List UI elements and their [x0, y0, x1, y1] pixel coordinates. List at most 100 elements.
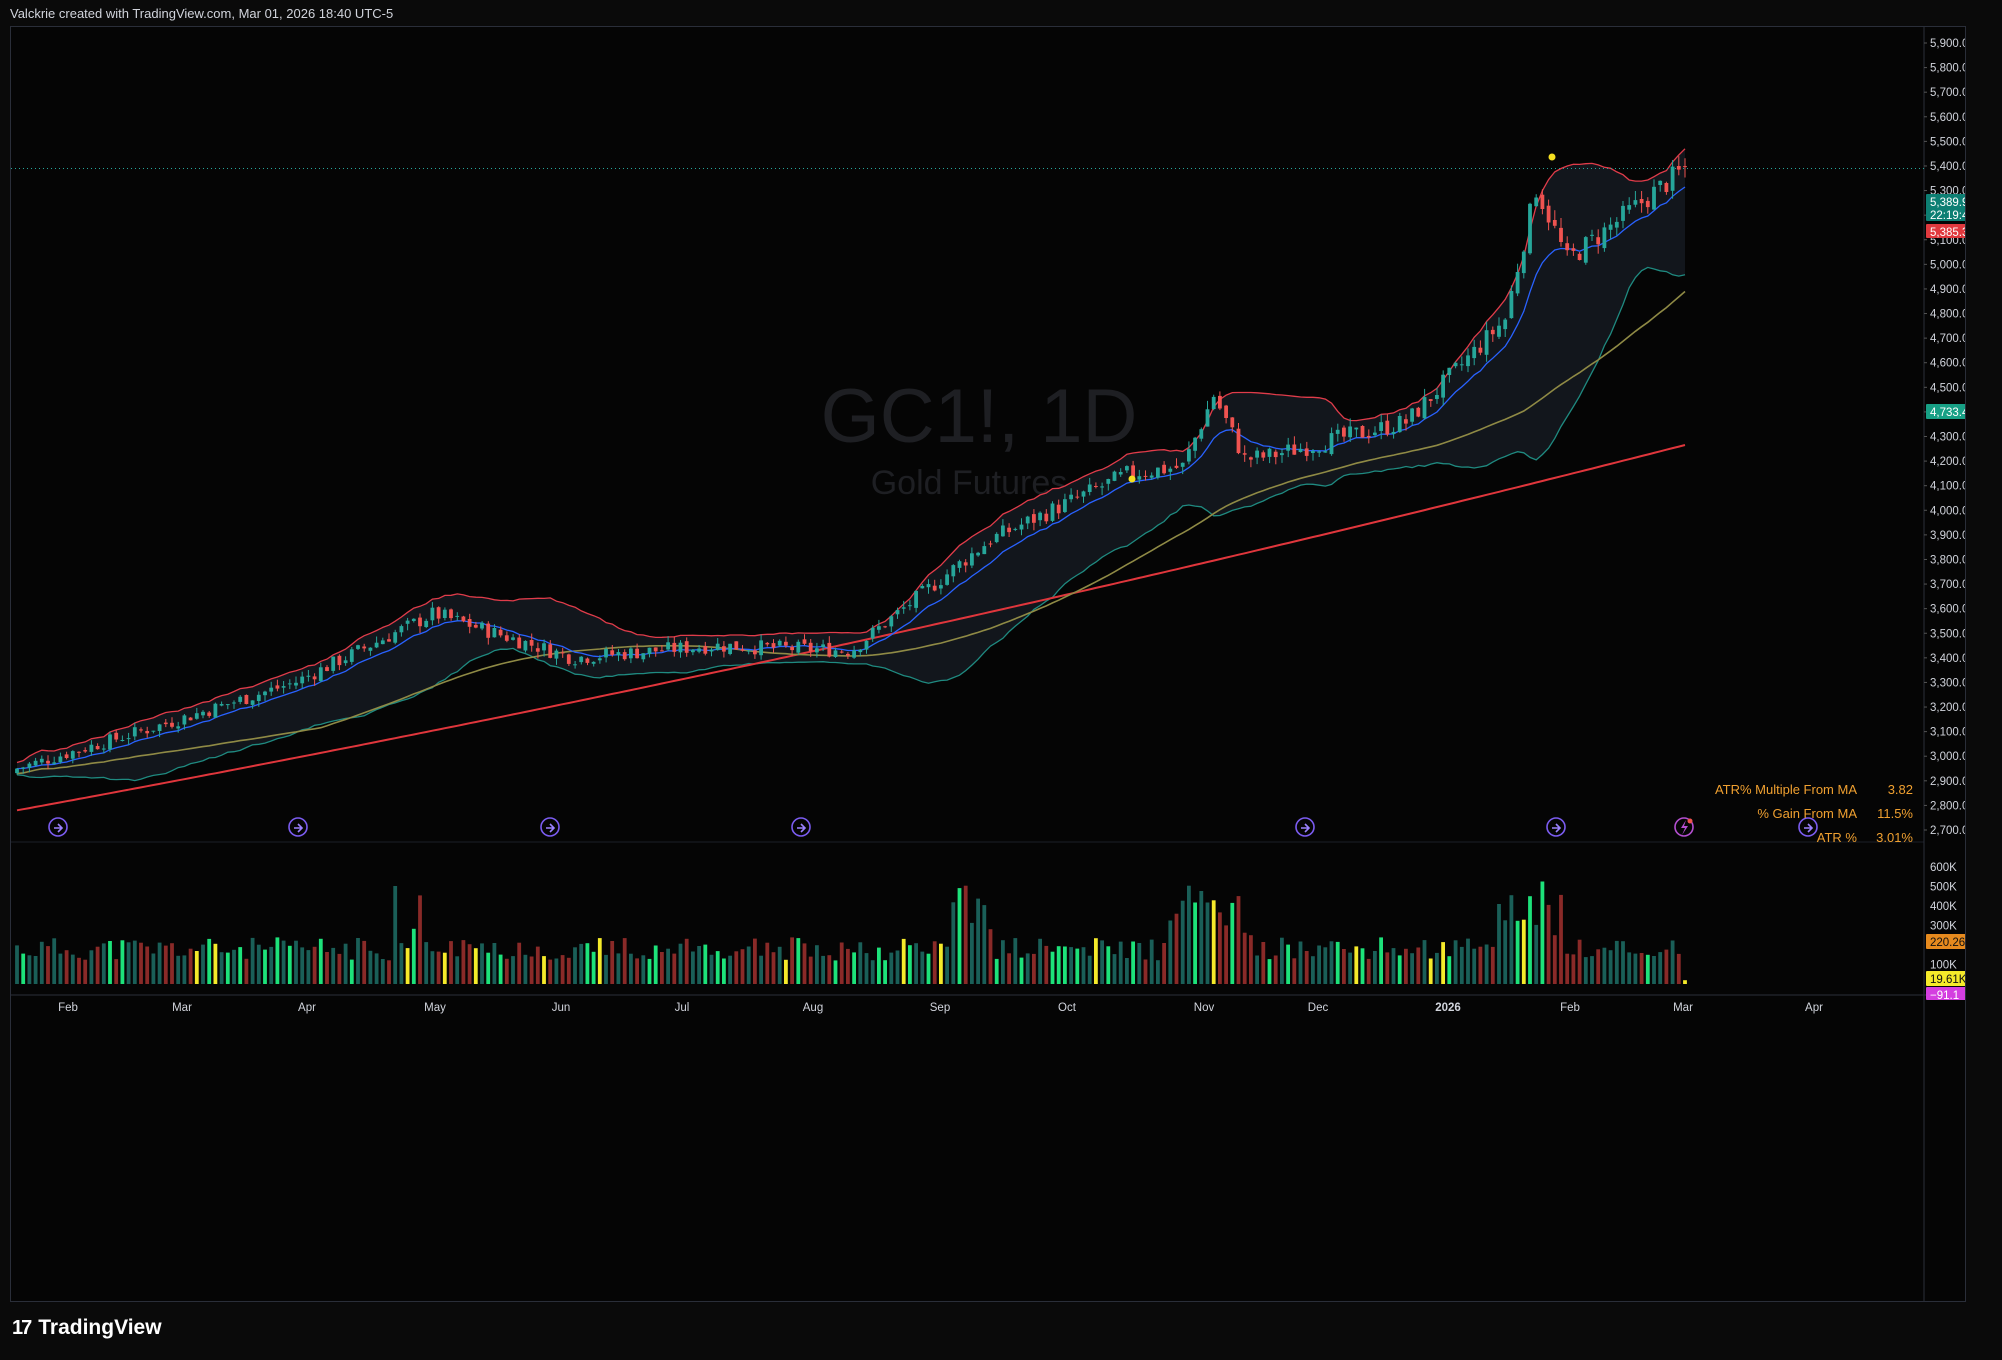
volume-bar [1453, 940, 1458, 984]
volume-bar [1540, 881, 1545, 984]
volume-bar [1614, 940, 1619, 984]
candle-body [1583, 237, 1588, 263]
candle-body [821, 644, 825, 648]
volume-bar [1478, 946, 1483, 984]
candle-body [1149, 475, 1154, 478]
tradingview-logo[interactable]: 17 TradingView [12, 1316, 162, 1340]
candle-body [170, 722, 174, 727]
candle-body [1056, 504, 1061, 514]
volume-bar [573, 947, 577, 984]
volume-bar [790, 937, 794, 984]
candle-body [1627, 205, 1632, 210]
candle-body [207, 712, 212, 716]
candle-body [1435, 395, 1439, 399]
candle-body [1590, 234, 1594, 236]
candle-body [740, 649, 745, 651]
volume-bar [827, 955, 832, 984]
candle-body [77, 751, 81, 753]
stats-row-value: 11.5% [1877, 806, 1913, 821]
candle-body [1571, 248, 1576, 251]
volume-bar [1273, 955, 1278, 984]
candle-body [684, 641, 689, 653]
candle-body [418, 617, 422, 627]
volume-bar [1490, 946, 1495, 984]
volume-bar [1534, 924, 1539, 984]
price-tick-label: 3,500.0 [1930, 628, 1965, 640]
chart-frame[interactable]: GC1!, 1D Gold Futures 5,900.0 5,800.0 5,700… [10, 26, 1966, 1302]
candle-body [1670, 166, 1675, 191]
volume-bar [1199, 891, 1204, 984]
candle-body [864, 640, 869, 650]
price-tick-label: 4,900.0 [1930, 284, 1965, 296]
volume-bar [1404, 948, 1408, 984]
candle-body [1162, 464, 1166, 474]
volume-bar [870, 960, 875, 984]
arrow-circle-icon [1798, 817, 1818, 837]
candle-body [1094, 486, 1098, 487]
volume-bar [33, 956, 38, 984]
volume-bar [1608, 950, 1613, 984]
volume-bar [1236, 896, 1241, 984]
arrow-circle-arrow [54, 823, 64, 833]
volume-bar [1397, 955, 1402, 984]
candle-body [455, 615, 460, 617]
volume-bar [114, 959, 119, 984]
candle-body [808, 642, 813, 652]
candle-body [436, 607, 441, 619]
prev-price-tag-bg [1926, 224, 1965, 238]
candle-body [784, 641, 788, 646]
volume-bar [635, 958, 639, 984]
candle-body [1019, 524, 1024, 530]
watermark-symbol: GC1!, 1D [821, 374, 1138, 459]
volume-bar [89, 950, 94, 984]
time-tick-label: Feb [1560, 1002, 1580, 1014]
candle-body [622, 652, 627, 660]
volume-bar [1676, 953, 1681, 984]
volume-bar [759, 955, 763, 984]
volume-bar [1472, 948, 1477, 984]
candle-body [1397, 416, 1402, 433]
candle-body [1354, 427, 1359, 430]
volume-bar [455, 956, 460, 984]
volume-bar [182, 955, 187, 984]
volume-bar [362, 940, 367, 984]
volume-bar [1156, 960, 1160, 984]
candle-body [1069, 494, 1073, 500]
candle-body [1652, 186, 1656, 210]
candle-body [920, 586, 925, 589]
candle-body [219, 704, 224, 706]
volume-bar [560, 955, 565, 984]
volume-bar [678, 943, 683, 984]
arrow-circle-ring [288, 817, 308, 837]
arrow-circle-arrow [1552, 823, 1562, 833]
volume-bar [1242, 932, 1247, 984]
candle-body [1441, 374, 1445, 398]
candle-body [666, 642, 670, 650]
volume-bar [163, 945, 168, 984]
chart-canvas[interactable]: GC1!, 1D Gold Futures 5,900.0 5,800.0 5,700… [11, 27, 1965, 1301]
volume-bar [579, 943, 584, 984]
candle-body [1428, 399, 1433, 401]
candle-body [1676, 166, 1681, 170]
price-tick-label: 3,000.0 [1930, 751, 1965, 763]
volume-bar [1428, 958, 1433, 984]
volume-bar [1063, 946, 1067, 984]
candle-body [957, 561, 962, 568]
volume-bar [691, 951, 695, 984]
stats-row-label: ATR % [1817, 830, 1858, 845]
volume-bar [939, 943, 943, 984]
volume-bar [1125, 958, 1129, 984]
candle-body [1459, 364, 1464, 366]
arrow-circle-arrow [797, 823, 807, 833]
candle-body [1249, 457, 1253, 460]
candle-body [722, 646, 726, 652]
volume-bar [846, 948, 850, 984]
volume-bar [821, 955, 825, 984]
time-tick-label: Dec [1308, 1002, 1329, 1014]
candle-body [306, 675, 311, 677]
prev-price-tag: 5,385.3 [1926, 224, 1965, 239]
candle-body [1658, 180, 1663, 185]
volume-bar [976, 898, 980, 984]
candle-body [1125, 466, 1129, 471]
volume-bar [554, 958, 559, 984]
